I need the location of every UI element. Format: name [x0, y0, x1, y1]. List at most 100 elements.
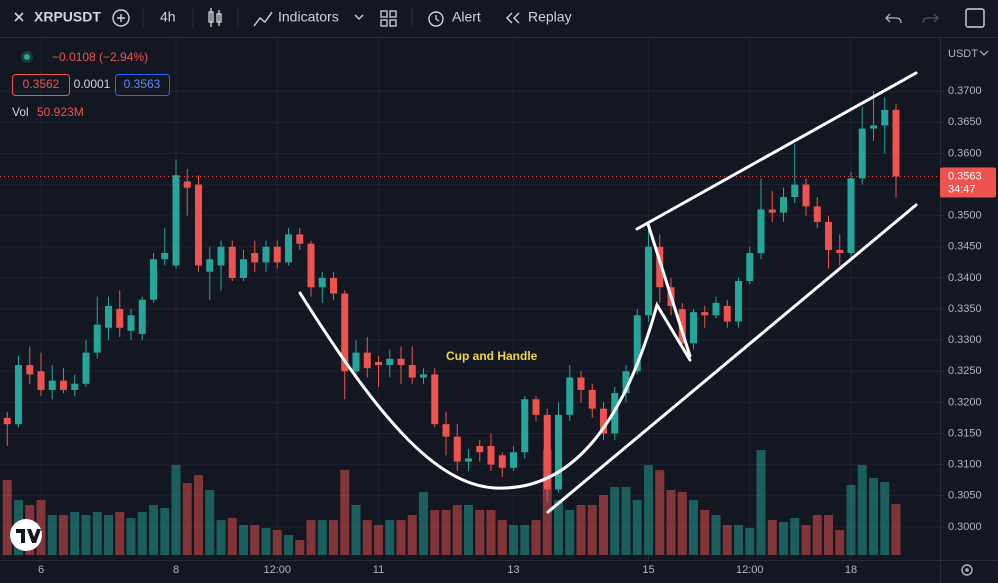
- volume-bar: [317, 520, 327, 555]
- indicators-dropdown[interactable]: [354, 14, 364, 20]
- y-tick-label: 0.3150: [948, 427, 982, 439]
- candle-body: [825, 221, 832, 250]
- symbol-icon: [14, 12, 24, 22]
- volume-bar: [824, 515, 833, 555]
- volume-bar: [655, 470, 665, 555]
- candle-body: [93, 324, 101, 353]
- legend: −0.0108 (−2.94%) 0.3562 0.0001 0.3563 Vo…: [12, 50, 170, 119]
- candle-body: [26, 365, 34, 375]
- symbol[interactable]: XRPUSDT: [34, 9, 101, 25]
- volume-bar: [441, 510, 451, 555]
- x-tick-label: 12:00: [736, 564, 764, 576]
- volume-bar: [306, 520, 316, 555]
- x-tick-label: 6: [38, 564, 44, 576]
- status-dot: [24, 54, 30, 60]
- candle-body: [645, 246, 652, 316]
- volume-bar: [47, 515, 57, 555]
- bid[interactable]: 0.3562: [23, 77, 60, 91]
- currency-label[interactable]: USDT: [948, 48, 978, 60]
- candle-body: [813, 206, 821, 222]
- volume-bar: [497, 520, 507, 555]
- indicators-button[interactable]: Indicators: [278, 9, 339, 25]
- candle-body: [15, 365, 22, 425]
- bid-box[interactable]: [12, 74, 70, 96]
- volume-label: Vol: [12, 105, 29, 119]
- replay-button[interactable]: Replay: [528, 9, 572, 25]
- candle-body: [712, 302, 720, 316]
- candle-body: [521, 399, 529, 453]
- y-tick-label: 0.3100: [948, 459, 982, 471]
- volume-bar: [452, 505, 462, 555]
- volume-bar: [216, 520, 226, 555]
- y-tick-label: 0.3300: [948, 334, 982, 346]
- volume-bar: [407, 515, 417, 555]
- y-tick-label: 0.3350: [948, 303, 982, 315]
- channel-lower: [546, 203, 918, 514]
- candle-body: [555, 414, 562, 490]
- volume-bar: [700, 510, 710, 555]
- volume-bar: [531, 520, 541, 555]
- volume-bar: [70, 512, 80, 555]
- volume-bar: [261, 528, 271, 555]
- candle-body: [858, 128, 866, 179]
- ask-box[interactable]: [115, 74, 170, 96]
- candle-body: [206, 259, 214, 272]
- candle-body: [408, 365, 416, 378]
- fullscreen-button[interactable]: [965, 8, 985, 28]
- volume-bar: [92, 512, 102, 555]
- alert-button[interactable]: Alert: [452, 9, 481, 25]
- volume-bar: [227, 518, 237, 555]
- volume-bar: [272, 530, 282, 555]
- volume-bar: [239, 525, 248, 555]
- ask[interactable]: 0.3563: [124, 77, 161, 91]
- undo-button[interactable]: [885, 13, 902, 24]
- annotation: Cup and Handle: [446, 349, 538, 363]
- volume-bar: [509, 525, 518, 555]
- chart-type-button[interactable]: [208, 8, 222, 27]
- compare-plus: [117, 14, 125, 22]
- compare-button[interactable]: [112, 9, 130, 27]
- volume-bar: [362, 520, 372, 555]
- y-tick-label: 0.3050: [948, 490, 982, 502]
- currency-dropdown[interactable]: [979, 50, 989, 56]
- candle-body: [183, 181, 191, 188]
- volume-bar: [576, 505, 586, 555]
- volume-bar: [419, 492, 428, 555]
- x-tick-label: 13: [507, 564, 519, 576]
- volume-bar: [835, 530, 845, 555]
- interval[interactable]: 4h: [160, 9, 176, 25]
- candle-body: [273, 246, 281, 263]
- volume-bar: [621, 487, 631, 555]
- candle-body: [150, 259, 157, 300]
- volume-bars: [2, 450, 901, 555]
- volume-bar: [182, 483, 192, 555]
- volume-bar: [396, 520, 406, 555]
- alert-icon-hand: [435, 15, 440, 22]
- volume-bar: [385, 520, 395, 555]
- candle-body: [678, 309, 686, 344]
- candle-body: [735, 281, 742, 322]
- candle-body: [701, 312, 709, 316]
- layout-button[interactable]: [380, 10, 397, 27]
- x-tick-label: 12:00: [263, 564, 291, 576]
- volume-bar: [464, 505, 473, 555]
- channel-upper: [635, 71, 918, 231]
- volume-bar: [171, 465, 181, 555]
- indicators-icon: [253, 11, 273, 27]
- redo-button[interactable]: [922, 13, 939, 24]
- candle-body: [431, 374, 439, 425]
- volume-bar: [891, 504, 901, 555]
- candle-body: [161, 253, 169, 260]
- settings-button[interactable]: [961, 564, 973, 576]
- handle-line: [646, 222, 692, 358]
- toolbar-bg: [0, 0, 998, 37]
- candle-body: [228, 246, 236, 278]
- candle-body: [791, 184, 799, 198]
- candle-body: [543, 414, 551, 490]
- y-tick-label: 0.3450: [948, 241, 982, 253]
- volume-value: 50.923M: [37, 105, 84, 119]
- volume-bar: [475, 510, 485, 555]
- candle-body: [375, 361, 382, 366]
